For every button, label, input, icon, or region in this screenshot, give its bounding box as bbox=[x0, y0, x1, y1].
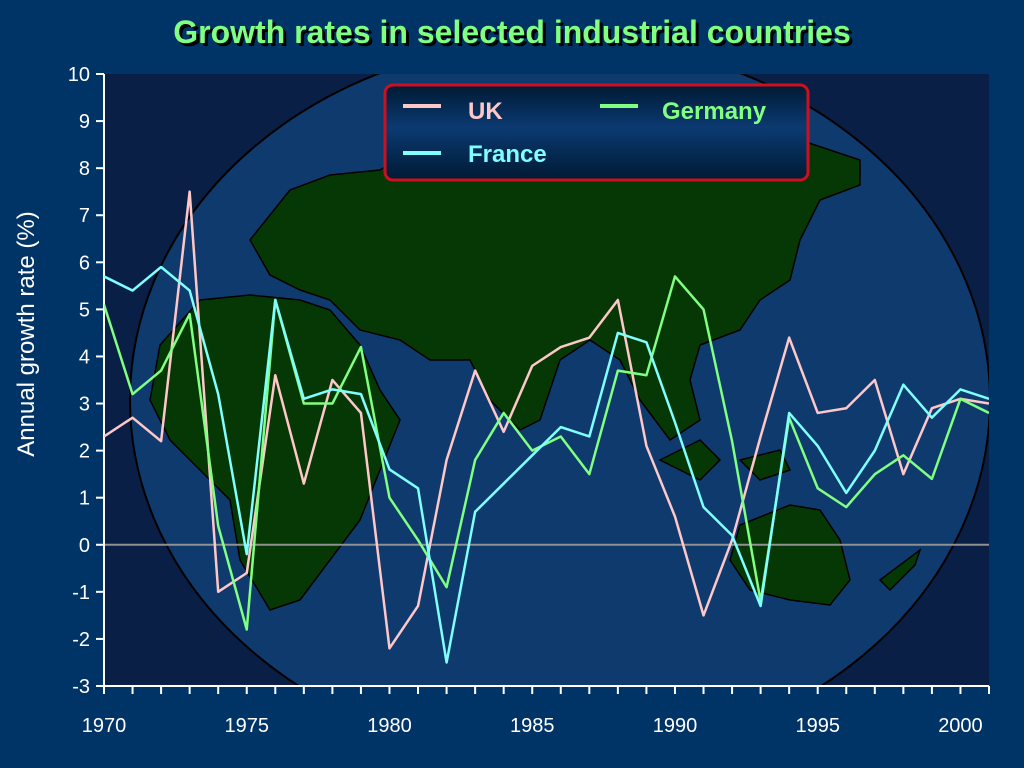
y-tick-label: 0 bbox=[79, 535, 90, 557]
world-map-decoration bbox=[129, 74, 989, 686]
x-tick-label: 1990 bbox=[653, 715, 698, 737]
y-tick-label: -1 bbox=[72, 582, 90, 604]
series-line-uk bbox=[104, 190, 989, 650]
y-axis-ticks: -3 -2 -1 0 1 2 3 4 5 6 7 8 9 10 bbox=[68, 64, 104, 698]
y-tick-label: 2 bbox=[79, 441, 90, 463]
legend: UK Germany France bbox=[383, 83, 810, 182]
chart-title-shadow: Growth rates in selected industrial coun… bbox=[176, 17, 854, 53]
chart-title: Growth rates in selected industrial coun… bbox=[173, 14, 851, 50]
y-tick-label: 5 bbox=[79, 299, 90, 321]
x-tick-label: 1985 bbox=[510, 715, 555, 737]
y-axis-label: Annual growth rate (%) bbox=[13, 211, 40, 456]
y-tick-label: 6 bbox=[79, 252, 90, 274]
y-tick-label: 1 bbox=[79, 488, 90, 510]
x-axis-ticks: 1970 1975 1980 1985 1990 1995 2000 bbox=[82, 686, 990, 737]
y-tick-label: -3 bbox=[72, 676, 90, 698]
x-tick-label: 1980 bbox=[367, 715, 412, 737]
land-australia bbox=[729, 504, 851, 606]
y-tick-label: 8 bbox=[79, 158, 90, 180]
y-tick-label: -2 bbox=[72, 629, 90, 651]
y-tick-label: 10 bbox=[68, 64, 90, 86]
y-tick-label: 3 bbox=[79, 394, 90, 416]
x-tick-label: 1975 bbox=[224, 715, 269, 737]
legend-label-france: France bbox=[468, 141, 547, 168]
y-tick-label: 7 bbox=[79, 205, 90, 227]
series-lines bbox=[104, 190, 989, 664]
x-tick-label: 1995 bbox=[795, 715, 840, 737]
series-line-germany bbox=[104, 275, 989, 631]
legend-label-uk: UK bbox=[468, 98, 503, 125]
legend-label-germany: Germany bbox=[662, 98, 767, 125]
series-line-france bbox=[104, 265, 989, 664]
x-tick-label: 2000 bbox=[938, 715, 983, 737]
x-tick-label: 1970 bbox=[82, 715, 127, 737]
y-tick-label: 4 bbox=[79, 346, 90, 368]
legend-box bbox=[383, 83, 810, 182]
y-tick-label: 9 bbox=[79, 111, 90, 133]
